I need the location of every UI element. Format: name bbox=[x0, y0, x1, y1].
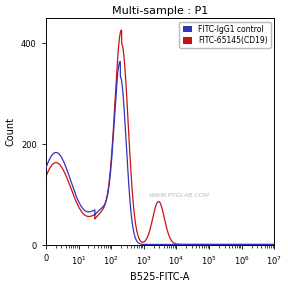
X-axis label: B525-FITC-A: B525-FITC-A bbox=[130, 272, 190, 283]
Text: WWW.PTGLAB.COM: WWW.PTGLAB.COM bbox=[148, 193, 209, 198]
Title: Multi-sample : P1: Multi-sample : P1 bbox=[112, 5, 208, 16]
Legend: FITC-IgG1 control, FITC-65145(CD19): FITC-IgG1 control, FITC-65145(CD19) bbox=[179, 22, 271, 48]
Y-axis label: Count: Count bbox=[5, 117, 16, 146]
